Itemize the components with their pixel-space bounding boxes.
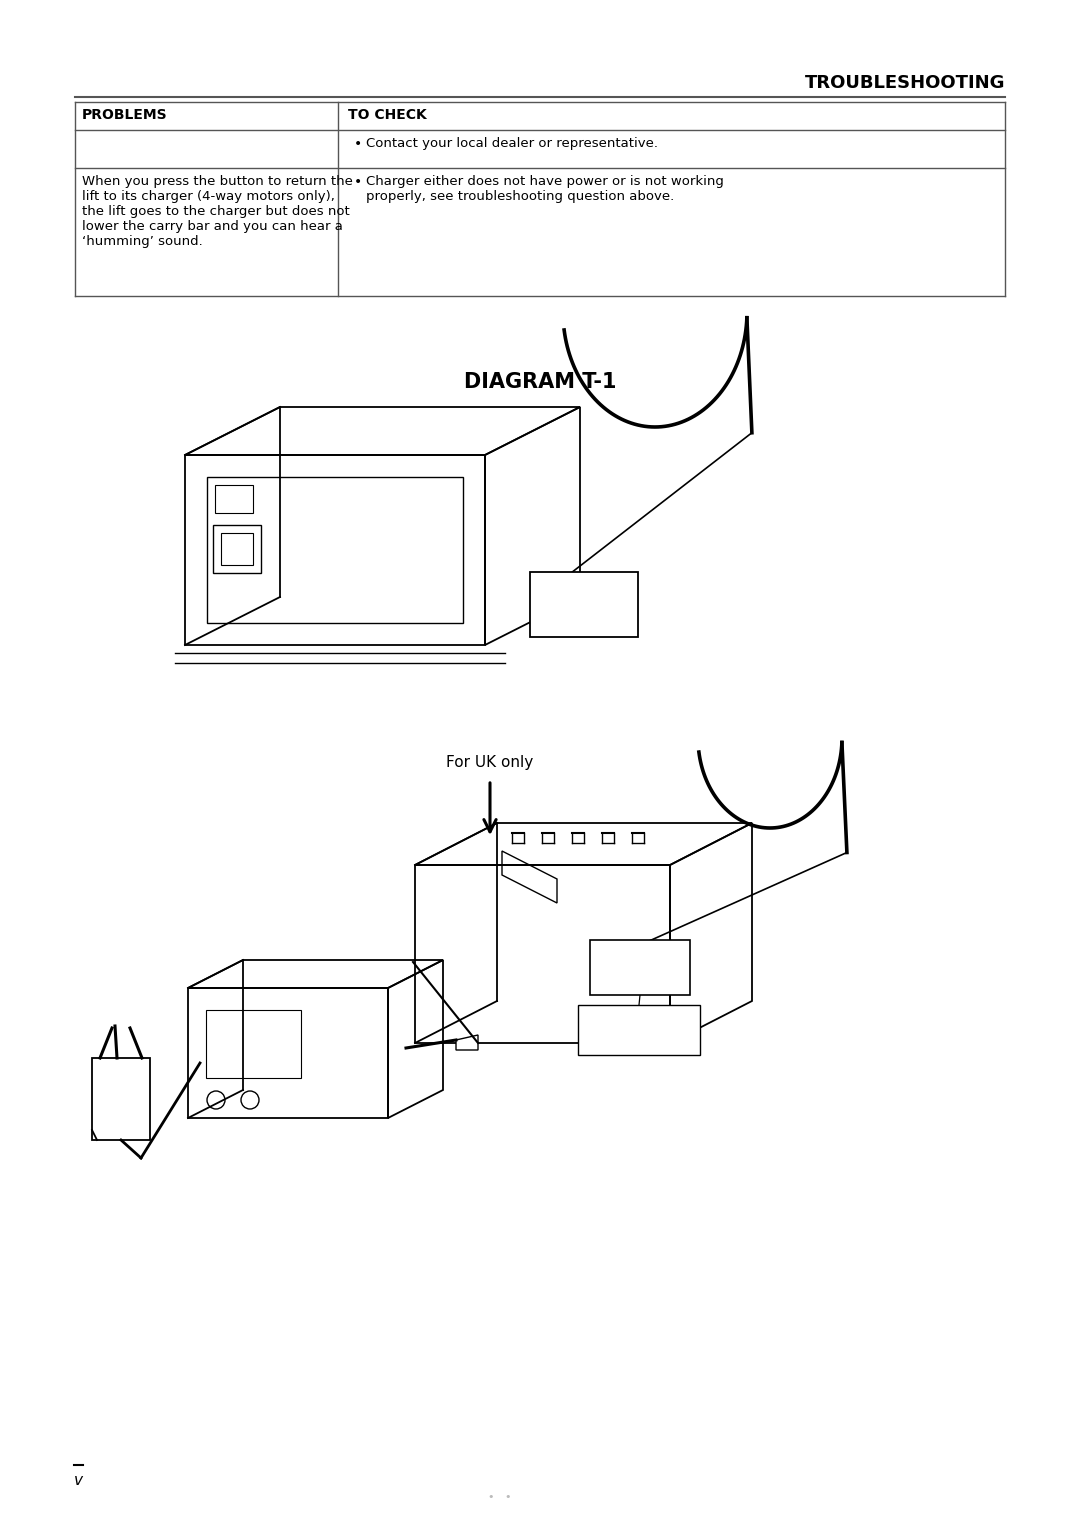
Polygon shape — [456, 1034, 478, 1050]
Text: Contact your local dealer or representative.: Contact your local dealer or representat… — [366, 138, 658, 150]
Text: Charger either does not have power or is not working
properly, see troubleshooti: Charger either does not have power or is… — [366, 176, 724, 203]
Text: 26–30
Vac: 26–30 Vac — [565, 588, 603, 620]
Text: •   •: • • — [488, 1491, 512, 1502]
Text: PROBLEMS: PROBLEMS — [82, 108, 167, 122]
Text: v: v — [73, 1473, 82, 1488]
Text: •: • — [354, 138, 362, 151]
Text: When you press the button to return the
lift to its charger (4-way motors only),: When you press the button to return the … — [82, 176, 353, 248]
Bar — [578, 1005, 700, 1054]
Text: For UK only: For UK only — [446, 755, 534, 770]
Text: VOLTMETER: VOLTMETER — [610, 1025, 667, 1034]
Text: DIAGRAM T-1: DIAGRAM T-1 — [463, 371, 617, 393]
Text: •: • — [354, 176, 362, 189]
Bar — [206, 1010, 301, 1077]
Bar — [530, 571, 638, 637]
Bar — [590, 940, 690, 995]
Text: TROUBLESHOOTING: TROUBLESHOOTING — [805, 73, 1005, 92]
Text: TO CHECK: TO CHECK — [348, 108, 427, 122]
Text: 26–30
Vac: 26–30 Vac — [622, 952, 658, 983]
